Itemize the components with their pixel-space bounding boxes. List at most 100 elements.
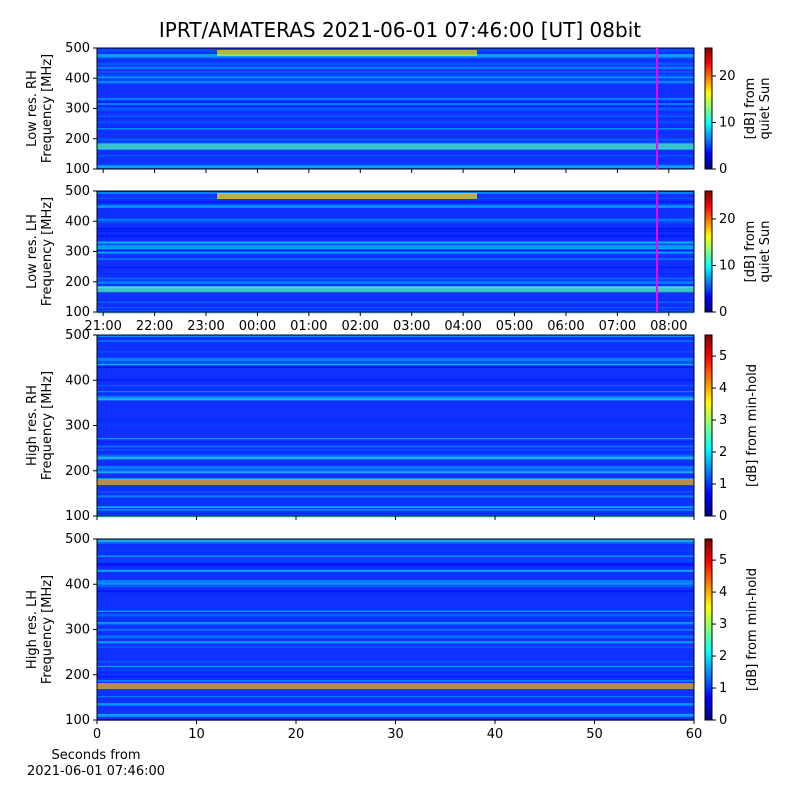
- x-tick-label: 20: [288, 727, 305, 742]
- y-tick-label: 400: [65, 71, 90, 86]
- spectrogram-streak: [97, 107, 694, 109]
- spectrogram-streak: [97, 272, 694, 275]
- spectrogram-streak: [97, 115, 694, 118]
- spectrogram-streak: [97, 610, 694, 612]
- spectrogram-streak: [97, 127, 694, 130]
- spectrogram-streak: [97, 165, 694, 168]
- spectrogram-streak: [97, 238, 694, 241]
- spectrogram-streak: [97, 163, 694, 166]
- colorbar-tick-label: 0: [719, 509, 727, 524]
- spectrogram-streak: [97, 645, 694, 649]
- spectrogram-streak: [97, 280, 694, 283]
- spectrogram-streak: [97, 565, 694, 567]
- spectrogram-streak: [97, 397, 694, 401]
- spectrogram-streak: [97, 120, 694, 124]
- spectrogram-streak: [97, 580, 694, 583]
- spectrogram-streak: [97, 201, 694, 204]
- colorbar: [704, 334, 713, 517]
- spectrogram-streak: [97, 438, 694, 440]
- spectrogram-streak: [97, 696, 694, 698]
- spectrogram-streak: [97, 676, 694, 678]
- colorbar-label: quiet Sun: [758, 77, 773, 139]
- spectrogram-streak: [97, 628, 694, 632]
- spectrogram-streak: [97, 219, 694, 221]
- spectrogram-streak: [97, 379, 694, 382]
- spectrogram-streak: [97, 549, 694, 552]
- spectrogram-streak: [97, 563, 694, 566]
- y-axis-label: High res. LH: [25, 590, 40, 669]
- spectrogram-streak: [97, 218, 694, 220]
- colorbar-label: [dB] from min-hold: [745, 568, 760, 691]
- y-tick-label: 200: [65, 132, 90, 147]
- spectrogram-streak: [97, 542, 694, 544]
- spectrogram-band: [97, 683, 694, 690]
- spectrogram-streak: [97, 665, 694, 668]
- spectrogram-streak: [97, 702, 694, 706]
- x-tick-label: 06:00: [547, 319, 584, 334]
- spectrogram-streak: [97, 583, 694, 587]
- spectrogram-streak: [97, 104, 694, 108]
- colorbar-tick-label: 5: [719, 553, 727, 568]
- spectrogram-streak: [97, 250, 694, 252]
- spectrogram-streak: [97, 560, 694, 563]
- y-tick-label: 500: [65, 184, 90, 199]
- spectrogram-streak: [97, 506, 694, 509]
- spectrogram-streak: [97, 204, 694, 207]
- x-tick-label: 60: [686, 727, 703, 742]
- spectrogram-streak: [97, 57, 694, 60]
- y-tick-label: 400: [65, 577, 90, 592]
- spectrogram-streak: [97, 582, 694, 585]
- spectrogram-streak: [97, 76, 694, 78]
- colorbar: [704, 538, 713, 721]
- spectrogram-streak: [97, 246, 694, 250]
- y-tick-label: 300: [65, 623, 90, 638]
- spectrogram-streak: [97, 277, 694, 280]
- spectrogram-streak: [97, 192, 694, 194]
- x-tick-label: 07:00: [599, 319, 636, 334]
- spectrogram-streak: [97, 167, 694, 169]
- spectrogram-streak: [97, 103, 694, 106]
- colorbar-label: quiet Sun: [758, 220, 773, 282]
- spectrogram-streak: [97, 137, 694, 141]
- x-tick-label: 01:00: [290, 319, 327, 334]
- spectrogram-streak: [97, 641, 694, 644]
- colorbar: [704, 190, 713, 313]
- spectrogram-band: [97, 286, 694, 293]
- spectrogram-streak: [97, 495, 694, 498]
- colorbar: [704, 47, 713, 170]
- spectrogram-streak: [97, 97, 694, 101]
- y-tick-label: 500: [65, 532, 90, 547]
- spectrogram-streak: [97, 77, 694, 80]
- y-tick-label: 200: [65, 668, 90, 683]
- y-axis-label: Frequency [MHz]: [40, 575, 55, 684]
- x-tick-label: 04:00: [444, 319, 481, 334]
- spectrogram-streak: [97, 258, 694, 260]
- spectrogram-band: [97, 143, 694, 150]
- spectrogram-streak: [97, 469, 694, 472]
- colorbar-tick-label: 3: [719, 413, 727, 428]
- spectrogram-streak: [97, 445, 694, 447]
- y-tick-label: 500: [65, 328, 90, 343]
- spectrogram-streak: [97, 559, 694, 561]
- x-tick-label: 0: [93, 727, 101, 742]
- spectrogram-streak: [97, 471, 694, 474]
- y-tick-label: 100: [65, 305, 90, 320]
- spectrogram-band: [97, 479, 694, 486]
- spectrogram-streak: [97, 357, 694, 361]
- spectrogram-streak: [97, 205, 694, 208]
- spectrogram-streak: [97, 456, 694, 460]
- colorbar-label: [dB] from: [743, 78, 758, 140]
- y-tick-label: 200: [65, 275, 90, 290]
- spectrogram-streak: [97, 114, 694, 116]
- spectrogram-streak: [97, 680, 694, 682]
- spectrogram-streak: [97, 141, 694, 144]
- y-axis-label: Frequency [MHz]: [40, 371, 55, 480]
- spectrogram-streak: [97, 244, 694, 248]
- spectrogram-streak: [97, 466, 694, 469]
- colorbar-tick-label: 4: [719, 381, 727, 396]
- colorbar-tick-label: 4: [719, 585, 727, 600]
- y-tick-label: 100: [65, 509, 90, 524]
- y-axis-label: Low res. RH: [25, 70, 40, 147]
- colorbar-tick-label: 0: [719, 713, 727, 728]
- spectrogram-streak: [97, 454, 694, 456]
